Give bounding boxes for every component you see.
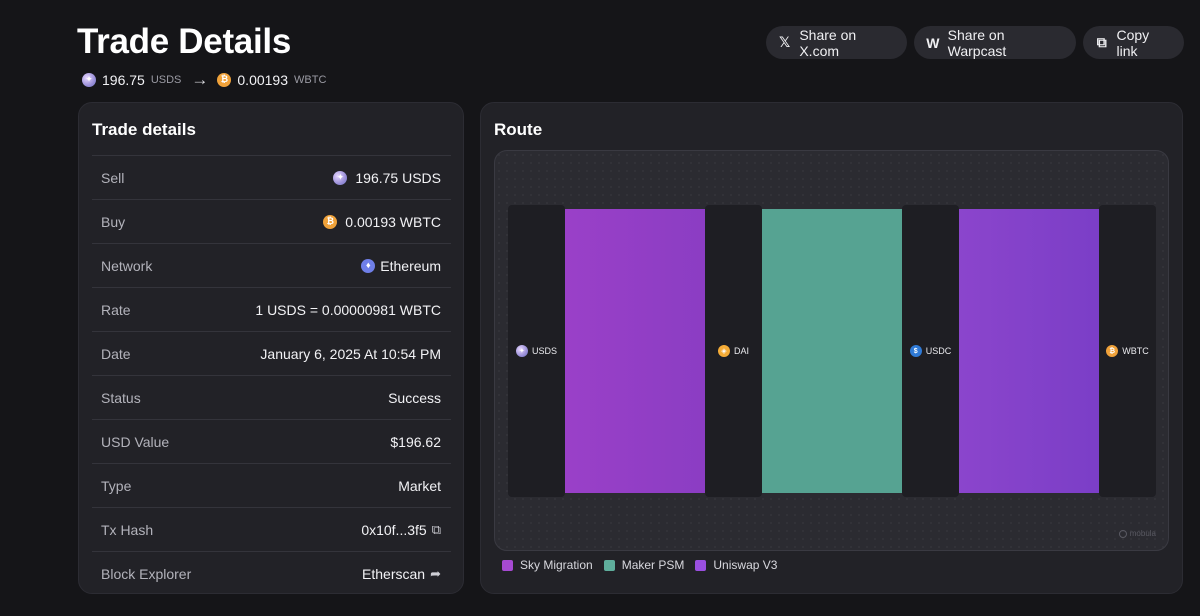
trade-pair-summary: ✦ 196.75 USDS → ₿ 0.00193 WBTC <box>82 71 326 88</box>
detail-value: 196.75 USDS <box>355 169 441 186</box>
detail-value: $196.62 <box>390 433 441 450</box>
detail-value: 1 USDS = 0.00000981 WBTC <box>255 301 441 318</box>
detail-row-tx-hash: Tx Hash 0x10f...3f5 ⧉ <box>92 507 451 551</box>
trade-details-panel: Trade details Sell ✦ 196.75 USDS Buy ₿ 0.0… <box>78 102 464 594</box>
legend-item-sky-migration: Sky Migration <box>502 558 593 572</box>
detail-label: Date <box>101 345 131 362</box>
detail-label: Status <box>101 389 141 406</box>
wbtc-token-icon: ₿ <box>217 72 232 87</box>
detail-row-buy: Buy ₿ 0.00193 WBTC <box>92 199 451 243</box>
detail-label: Rate <box>101 301 131 318</box>
sell-symbol: USDS <box>150 73 182 86</box>
detail-label: Network <box>101 257 153 274</box>
external-link-icon: ➦ <box>430 565 441 581</box>
dai-token-icon: ◈ <box>717 345 730 357</box>
route-node-usdc: $ USDC <box>902 205 959 497</box>
copy-link-label: Copy link <box>1116 26 1150 59</box>
arrow-right-icon: → <box>191 70 209 89</box>
detail-value: Market <box>398 477 441 494</box>
usds-token-icon: ✦ <box>515 345 528 357</box>
legend-item-uniswap-v3: Uniswap V3 <box>695 558 777 572</box>
wbtc-token-icon: ₿ <box>323 214 338 229</box>
mobula-watermark: mobula <box>1118 529 1156 538</box>
share-on-warpcast-label: Share on Warpcast <box>947 26 1007 59</box>
route-node-label: USDC <box>925 346 952 356</box>
wbtc-token-icon: ₿ <box>1106 345 1119 357</box>
mobula-logo-icon <box>1118 529 1127 538</box>
route-legend: Sky Migration Maker PSM Uniswap V3 <box>502 558 777 572</box>
detail-row-status: Status Success <box>92 375 451 419</box>
route-node-label: USDS <box>531 346 557 356</box>
detail-value: 0.00193 WBTC <box>345 213 441 230</box>
detail-label: Block Explorer <box>101 565 192 582</box>
share-on-warpcast-button[interactable]: W Share on Warpcast <box>914 26 1076 59</box>
detail-label: Tx Hash <box>101 521 154 538</box>
detail-row-date: Date January 6, 2025 At 10:54 PM <box>92 331 451 375</box>
warpcast-logo-icon: W <box>926 34 940 51</box>
etherscan-link[interactable]: Etherscan ➦ <box>362 566 441 582</box>
route-diagram: ✦ USDS ◈ DAI $ USDC ₿ WBTC mobula <box>494 150 1169 551</box>
detail-row-type: Type Market <box>92 463 451 507</box>
detail-row-block-explorer: Block Explorer Etherscan ➦ <box>92 551 451 595</box>
buy-symbol: WBTC <box>294 73 327 86</box>
detail-row-network: Network ♦ Ethereum <box>92 243 451 287</box>
detail-label: Type <box>101 477 132 494</box>
copy-link-button[interactable]: ⧉ Copy link <box>1083 26 1184 59</box>
legend-item-maker-psm: Maker PSM <box>603 558 685 572</box>
status-value: Success <box>388 389 441 406</box>
route-node-usds: ✦ USDS <box>508 205 565 497</box>
x-logo-icon: 𝕏 <box>779 34 791 50</box>
usds-token-icon: ✦ <box>82 72 96 87</box>
copy-icon[interactable]: ⧉ <box>431 521 441 537</box>
route-panel: Route ✦ USDS ◈ DAI $ USDC ₿ WBTC mobula … <box>480 102 1183 594</box>
ethereum-icon: ♦ <box>361 258 376 273</box>
detail-label: USD Value <box>101 433 170 450</box>
detail-label: Sell <box>101 169 125 186</box>
detail-value: Ethereum <box>380 257 441 274</box>
detail-row-usd-value: USD Value $196.62 <box>92 419 451 463</box>
usdc-token-icon: $ <box>909 345 922 357</box>
route-node-wbtc: ₿ WBTC <box>1099 205 1156 497</box>
block-explorer-value: Etherscan <box>362 565 426 582</box>
sell-amount: 196.75 <box>102 71 145 88</box>
page-title: Trade Details <box>77 22 291 61</box>
trade-details-title: Trade details <box>92 120 196 139</box>
share-on-x-label: Share on X.com <box>799 26 857 59</box>
tx-hash-value: 0x10f...3f5 <box>361 521 427 538</box>
route-node-label: DAI <box>733 346 749 356</box>
legend-swatch <box>695 559 707 571</box>
detail-value: January 6, 2025 At 10:54 PM <box>260 345 441 362</box>
buy-amount: 0.00193 <box>237 71 288 88</box>
route-node-dai: ◈ DAI <box>705 205 762 497</box>
share-on-x-button[interactable]: 𝕏 Share on X.com <box>766 26 907 59</box>
route-title: Route <box>494 120 543 139</box>
detail-label: Buy <box>101 213 126 230</box>
legend-swatch <box>502 559 513 571</box>
flow-uniswap-v3 <box>959 209 1100 493</box>
copy-icon: ⧉ <box>1096 34 1107 50</box>
route-node-label: WBTC <box>1122 346 1149 356</box>
flow-sky-migration <box>565 209 706 493</box>
flow-maker-psm <box>762 209 903 493</box>
detail-row-sell: Sell ✦ 196.75 USDS <box>92 155 451 199</box>
legend-label: Sky Migration <box>520 558 593 572</box>
legend-swatch <box>603 559 615 571</box>
detail-row-rate: Rate 1 USDS = 0.00000981 WBTC <box>92 287 451 331</box>
legend-label: Maker PSM <box>621 558 685 572</box>
trade-details-list: Sell ✦ 196.75 USDS Buy ₿ 0.00193 WBTC Netw… <box>92 155 451 595</box>
usds-token-icon: ✦ <box>333 170 348 185</box>
legend-label: Uniswap V3 <box>713 558 778 572</box>
watermark-text: mobula <box>1129 529 1156 538</box>
